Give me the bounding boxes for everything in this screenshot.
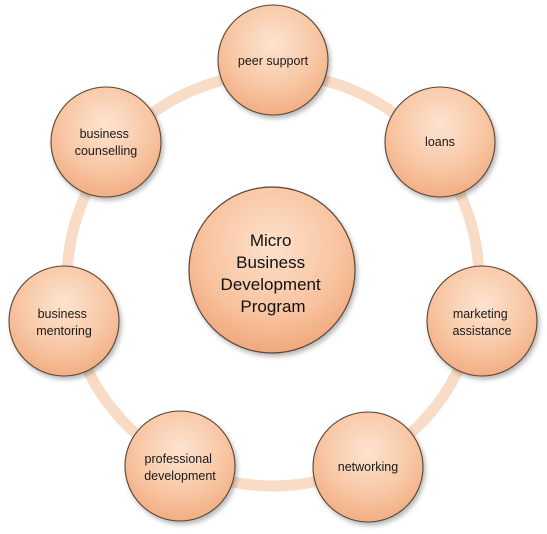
node-peer-support: peer support xyxy=(217,4,329,116)
node-networking-label: networking xyxy=(338,460,398,474)
node-loans-label: loans xyxy=(425,135,455,149)
node-marketing-assistance: marketing assistance xyxy=(426,265,538,377)
node-business-mentoring: business mentoring xyxy=(8,265,120,377)
node-business-counselling-line-1: counselling xyxy=(75,144,138,158)
center-node-circle xyxy=(188,186,356,354)
node-professional-development: professional development xyxy=(124,410,236,522)
node-networking-line-0: networking xyxy=(338,460,398,474)
node-professional-development-label: professional development xyxy=(144,452,216,483)
node-marketing-assistance-circle xyxy=(426,265,538,377)
center-line-0: Micro xyxy=(250,231,292,250)
node-peer-support-circle xyxy=(217,4,329,116)
node-business-mentoring-line-1: mentoring xyxy=(36,324,92,338)
center-line-1: Business xyxy=(236,253,305,272)
node-marketing-assistance-line-1: assistance xyxy=(452,324,511,338)
center-line-2: Development xyxy=(221,275,321,294)
node-business-mentoring-line-0: business xyxy=(38,307,87,321)
node-professional-development-line-0: professional xyxy=(145,452,212,466)
node-loans-line-0: loans xyxy=(425,135,455,149)
node-business-counselling-label: business counselling xyxy=(75,127,138,158)
node-business-counselling-circle xyxy=(50,86,162,198)
node-business-mentoring-circle xyxy=(8,265,120,377)
node-marketing-assistance-label: marketing assistance xyxy=(452,307,511,338)
node-business-counselling-line-0: business xyxy=(80,127,129,141)
node-professional-development-line-1: development xyxy=(144,469,216,483)
node-networking-circle xyxy=(312,411,424,523)
node-peer-support-line-0: peer support xyxy=(238,54,309,68)
node-loans-circle xyxy=(384,86,496,198)
node-loans: loans xyxy=(384,86,496,198)
node-marketing-assistance-line-0: marketing xyxy=(453,307,508,321)
node-networking: networking xyxy=(312,411,424,523)
center-line-3: Program xyxy=(240,297,305,316)
node-professional-development-circle xyxy=(124,410,236,522)
node-business-counselling: business counselling xyxy=(50,86,162,198)
center-node-label: Micro Business Development Program xyxy=(221,231,326,316)
node-business-mentoring-label: business mentoring xyxy=(36,307,92,338)
node-peer-support-label: peer support xyxy=(238,54,309,68)
center-node: Micro Business Development Program xyxy=(188,186,356,354)
